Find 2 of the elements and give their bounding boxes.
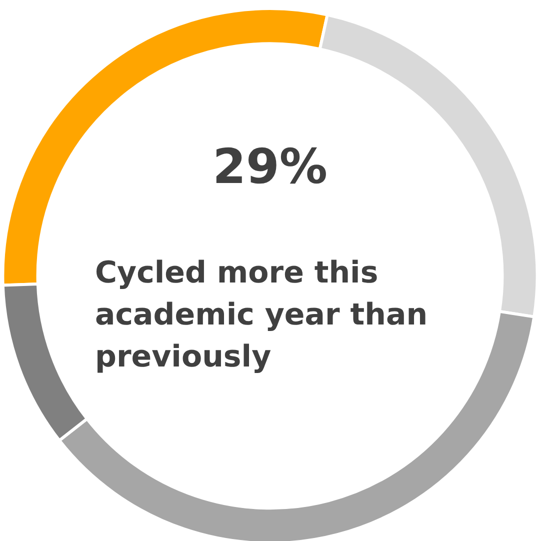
text: Cycled more this academic year than previously — [95, 256, 438, 374]
text: 29% — [212, 139, 328, 195]
